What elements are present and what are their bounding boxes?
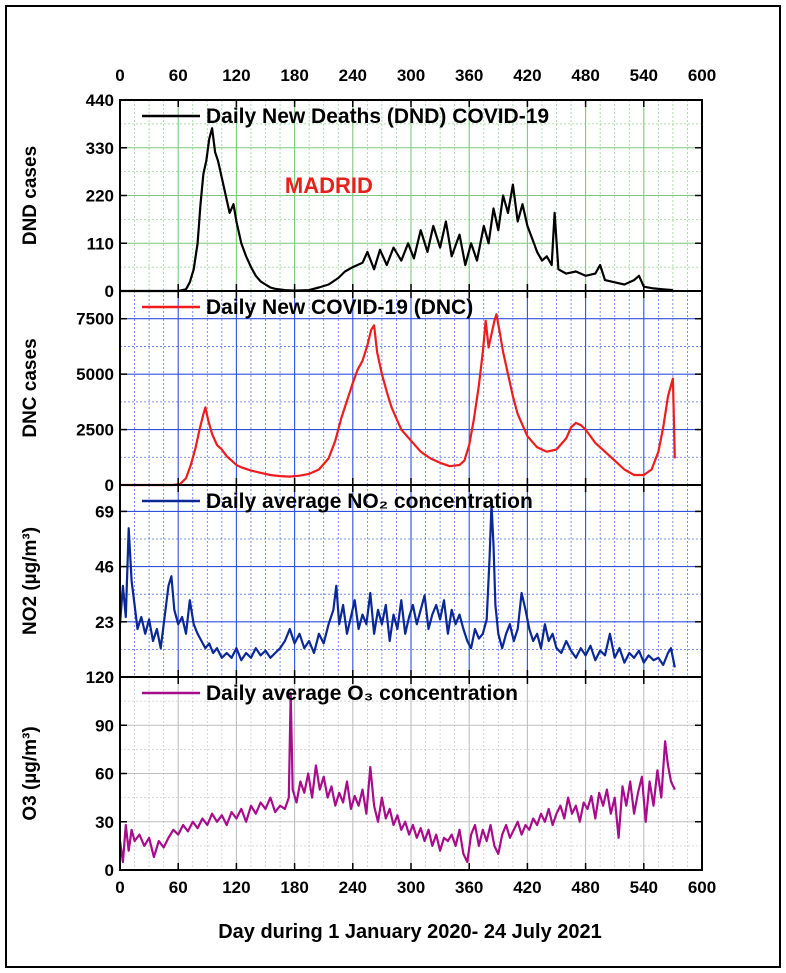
- y-tick-label-o3: 60: [95, 765, 114, 784]
- bottom-x-tick-label: 180: [280, 878, 308, 897]
- y-tick-label-o3: 30: [95, 813, 114, 832]
- annotation-label: MADRID: [285, 173, 373, 198]
- y-axis-label-dnc: DNC cases: [20, 338, 41, 437]
- panel-o3: 0 30 60 90 120 O3 (µg/m³) Daily average O₃ con…: [20, 668, 703, 880]
- y-tick-label-o3: 90: [95, 716, 114, 735]
- bottom-x-tick-label: 240: [339, 878, 367, 897]
- top-x-tick-label: 360: [455, 66, 483, 85]
- bottom-x-tick-label: 60: [169, 878, 188, 897]
- y-tick-label-dnd: 330: [86, 139, 114, 158]
- legend-label-dnd: Daily New Deaths (DND) COVID-19: [206, 105, 549, 128]
- y-tick-label-dnd: 220: [86, 187, 114, 206]
- panel-dnd: 0 110 220 330 440 DND cases Daily New Deaths (…: [20, 91, 703, 301]
- top-x-tick-label: 240: [339, 66, 367, 85]
- y-tick-label-dnc: 2500: [76, 421, 114, 440]
- y-tick-label-dnd: 110: [87, 234, 114, 253]
- panel-dnc: 0 2500 5000 7500 DNC cases Daily New COVID-19…: [20, 290, 703, 495]
- figure-border: [5, 5, 781, 968]
- bottom-x-axis: 0 60 120 180 240 300 360 420 480 540 600: [115, 878, 716, 897]
- bottom-x-tick-label: 600: [688, 878, 716, 897]
- bottom-x-tick-label: 360: [455, 878, 483, 897]
- top-x-tick-label: 0: [115, 66, 124, 85]
- series-line-dnd: [120, 127, 673, 293]
- series-line-no2: [118, 503, 676, 668]
- y-tick-label-no2: 69: [95, 502, 114, 521]
- top-x-tick-label: 120: [222, 66, 250, 85]
- top-x-axis: 0 60 120 180 240 300 360 420 480 540 600: [115, 66, 716, 85]
- bottom-x-tick-label: 540: [630, 878, 658, 897]
- top-x-tick-label: 420: [513, 66, 541, 85]
- legend-label-o3: Daily average O₃ concentration: [206, 682, 518, 705]
- y-axis-label-o3: O3 (µg/m³): [20, 726, 41, 820]
- legend-label-no2: Daily average NO₂ concentration: [206, 490, 533, 513]
- x-axis-label: Day during 1 January 2020- 24 July 2021: [218, 921, 602, 943]
- legend-label-dnc: Daily New COVID-19 (DNC): [206, 296, 473, 319]
- top-x-tick-label: 300: [397, 66, 425, 85]
- y-tick-label-dnc: 5000: [76, 365, 114, 384]
- y-tick-label-o3: 0: [105, 861, 114, 880]
- y-tick-label-dnc: 7500: [76, 310, 114, 329]
- y-axis-label-dnd: DND cases: [20, 146, 41, 245]
- y-tick-label-no2: 0: [105, 668, 114, 687]
- top-x-tick-label: 600: [688, 66, 716, 85]
- y-tick-label-dnd: 440: [86, 91, 114, 110]
- y-tick-label-no2: 46: [95, 558, 114, 577]
- series-line-o3: [118, 691, 676, 864]
- bottom-x-tick-label: 300: [397, 878, 425, 897]
- bottom-x-tick-label: 420: [513, 878, 541, 897]
- bottom-x-tick-label: 480: [571, 878, 599, 897]
- top-x-tick-label: 180: [280, 66, 308, 85]
- top-x-tick-label: 480: [571, 66, 599, 85]
- y-tick-label-dnc: 0: [105, 476, 114, 495]
- bottom-x-tick-label: 0: [115, 878, 124, 897]
- top-x-tick-label: 540: [630, 66, 658, 85]
- y-tick-label-no2: 23: [95, 613, 114, 632]
- y-tick-label-dnd: 0: [105, 282, 114, 301]
- top-x-tick-label: 60: [169, 66, 188, 85]
- y-tick-label-o3: 120: [86, 668, 114, 687]
- series-line-dnc: [120, 313, 676, 487]
- y-axis-label-no2: NO2 (µg/m³): [20, 527, 41, 635]
- bottom-x-tick-label: 120: [222, 878, 250, 897]
